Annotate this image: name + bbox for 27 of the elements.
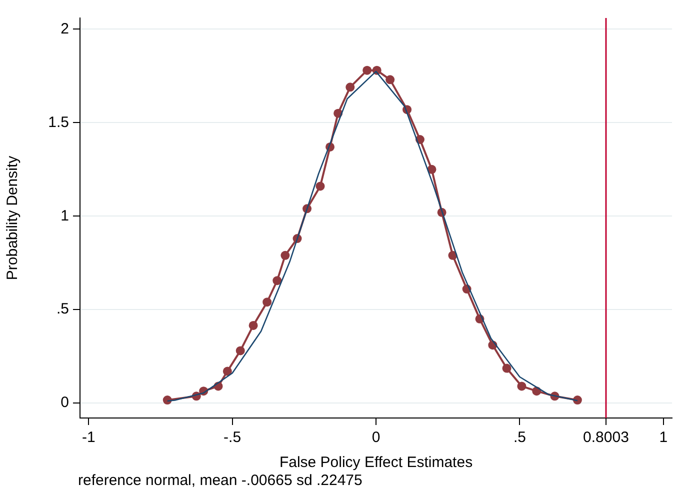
y-axis-title: Probability Density <box>4 155 22 280</box>
point <box>248 320 258 330</box>
x-tick-label: 1 <box>659 429 668 446</box>
x-tick-label: 0 <box>372 429 380 446</box>
text: reference normal, mean -.00665 sd .22475 <box>78 472 362 489</box>
point <box>262 298 272 307</box>
point <box>427 164 436 174</box>
point <box>316 182 325 191</box>
point <box>517 382 526 391</box>
point <box>386 75 395 84</box>
y-tick-label: 1 <box>60 207 69 224</box>
point <box>272 276 282 286</box>
point <box>280 250 290 260</box>
x-tick-label: .5 <box>513 429 526 446</box>
y-tick-label: 2 <box>60 20 69 38</box>
y-tick-label: 0 <box>60 394 69 412</box>
x-axis-title: False Policy Effect Estimates <box>279 454 473 472</box>
x-tick-label: -1 <box>82 429 96 446</box>
y-tick-label: .5 <box>56 300 69 318</box>
point <box>502 364 512 373</box>
x-tick-label: -.5 <box>224 429 242 446</box>
y-tick-label: 1.5 <box>48 114 69 131</box>
point <box>362 66 372 75</box>
point <box>222 366 232 376</box>
point <box>236 346 245 356</box>
point <box>346 82 355 92</box>
x-tick-label: 0.8003 <box>583 429 629 446</box>
